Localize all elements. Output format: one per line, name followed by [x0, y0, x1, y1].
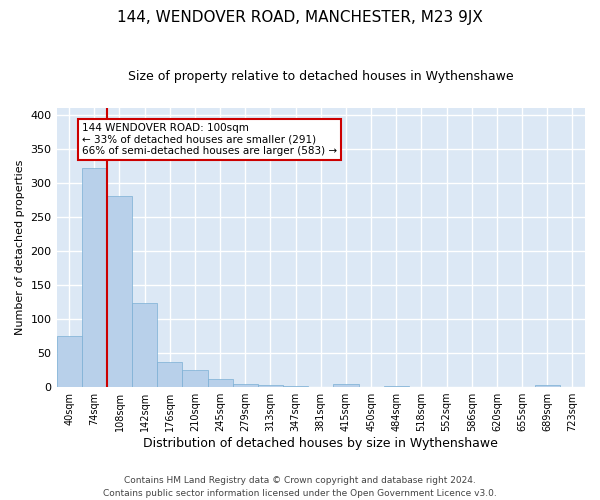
Bar: [383, 386, 409, 387]
Bar: [233, 384, 258, 387]
Bar: [107, 196, 132, 387]
X-axis label: Distribution of detached houses by size in Wythenshawe: Distribution of detached houses by size …: [143, 437, 498, 450]
Bar: [283, 386, 308, 387]
Bar: [208, 379, 233, 387]
Bar: [258, 385, 283, 387]
Text: 144, WENDOVER ROAD, MANCHESTER, M23 9JX: 144, WENDOVER ROAD, MANCHESTER, M23 9JX: [117, 10, 483, 25]
Bar: [334, 384, 359, 387]
Text: Contains HM Land Registry data © Crown copyright and database right 2024.
Contai: Contains HM Land Registry data © Crown c…: [103, 476, 497, 498]
Bar: [182, 370, 208, 387]
Text: 144 WENDOVER ROAD: 100sqm
← 33% of detached houses are smaller (291)
66% of semi: 144 WENDOVER ROAD: 100sqm ← 33% of detac…: [82, 123, 337, 156]
Bar: [132, 304, 157, 387]
Bar: [535, 385, 560, 387]
Bar: [56, 336, 82, 387]
Bar: [82, 168, 107, 387]
Bar: [157, 362, 182, 387]
Title: Size of property relative to detached houses in Wythenshawe: Size of property relative to detached ho…: [128, 70, 514, 83]
Y-axis label: Number of detached properties: Number of detached properties: [15, 160, 25, 335]
